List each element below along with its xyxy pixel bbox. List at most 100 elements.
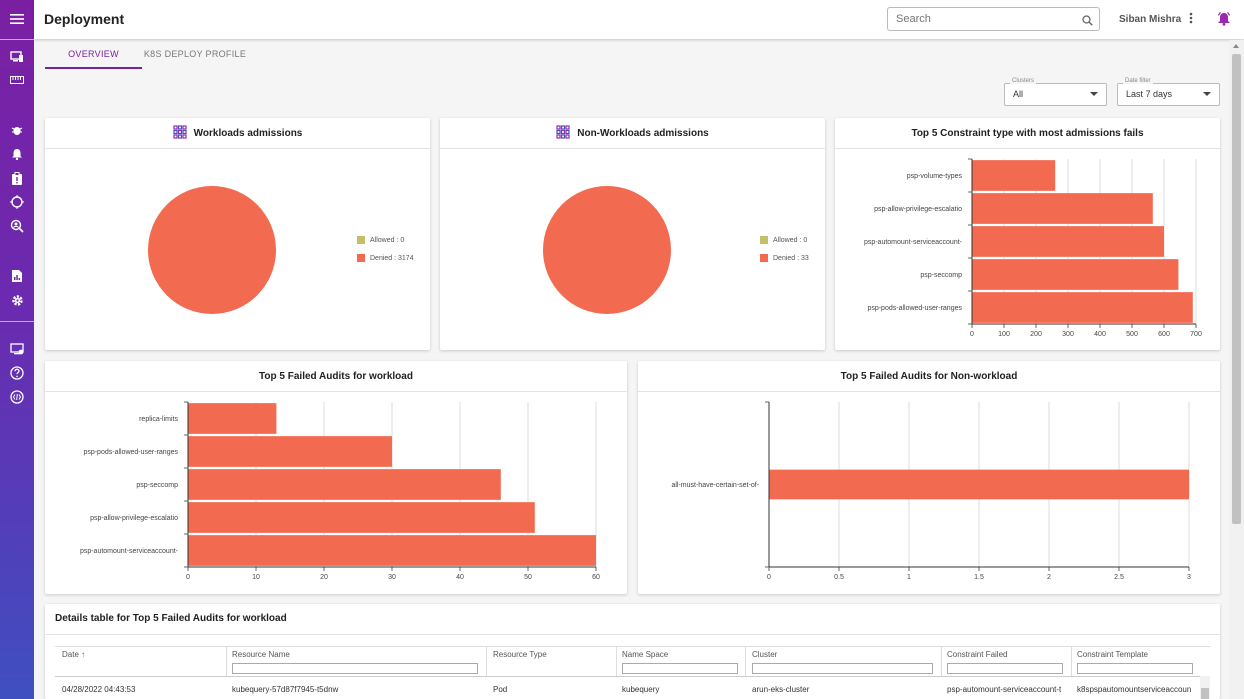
- ruler-icon[interactable]: [8, 71, 26, 89]
- gear-icon[interactable]: [8, 291, 26, 309]
- monitor-icon[interactable]: [8, 48, 26, 66]
- bar[interactable]: [188, 502, 535, 533]
- search-icon[interactable]: [1082, 13, 1093, 31]
- x-tick-label: 30: [388, 574, 396, 581]
- pie-slice-denied[interactable]: [543, 186, 671, 314]
- x-tick-label: 10: [252, 574, 260, 581]
- card-header: Top 5 Failed Audits for Non-workload: [638, 361, 1220, 392]
- user-name[interactable]: Siban Mishra: [1119, 14, 1182, 25]
- y-tick-label: psp-pods-allowed-user-ranges: [83, 449, 178, 456]
- diamond-icon[interactable]: [8, 193, 26, 211]
- x-tick-label: 0: [970, 331, 974, 338]
- y-tick-label: psp-pods-allowed-user-ranges: [867, 305, 962, 312]
- menu-icon[interactable]: [8, 10, 26, 28]
- search-input[interactable]: [888, 8, 1068, 30]
- x-tick-label: 1: [907, 574, 911, 581]
- bell-icon[interactable]: [8, 145, 26, 163]
- x-tick-label: 500: [1126, 331, 1138, 338]
- top-bar: Deployment Siban Mishra: [34, 0, 1244, 39]
- pie-legend: Allowed : 0 Denied : 33: [760, 231, 809, 267]
- tab-overview[interactable]: OVERVIEW: [45, 44, 142, 69]
- date-filter-label: Date filter: [1123, 78, 1153, 84]
- cell-date: 04/28/2022 04:43:53: [62, 685, 136, 694]
- tab-k8s-deploy-profile[interactable]: K8S DEPLOY PROFILE: [143, 49, 247, 59]
- bar[interactable]: [769, 469, 1189, 500]
- bar[interactable]: [972, 226, 1164, 257]
- cell-name-space: kubequery: [622, 685, 660, 694]
- clipboard-icon[interactable]: [8, 169, 26, 187]
- help-icon[interactable]: [8, 364, 26, 382]
- bar[interactable]: [972, 193, 1153, 224]
- notification-bell-icon[interactable]: [1217, 11, 1231, 31]
- bar[interactable]: [188, 436, 392, 467]
- table-scrollbar[interactable]: [1200, 676, 1210, 699]
- date-filter-select[interactable]: Last 7 days: [1117, 83, 1220, 106]
- bar[interactable]: [972, 292, 1193, 323]
- clusters-select[interactable]: All: [1004, 83, 1107, 106]
- pie-slice-denied[interactable]: [148, 186, 276, 314]
- cell-resource-name: kubequery-57d87f7945-t5dnw: [232, 685, 339, 694]
- column-header-name-space[interactable]: Name Space: [622, 650, 669, 659]
- x-tick-label: 100: [998, 331, 1010, 338]
- scroll-thumb[interactable]: [1232, 54, 1241, 524]
- bar[interactable]: [188, 535, 596, 566]
- legend-swatch: [357, 236, 365, 244]
- x-tick-label: 0: [186, 574, 190, 581]
- display-settings-icon[interactable]: [8, 340, 26, 358]
- bar[interactable]: [972, 259, 1179, 290]
- sidebar: [0, 0, 34, 699]
- filter-constraint-failed-input[interactable]: [947, 663, 1063, 674]
- bar[interactable]: [188, 403, 277, 434]
- bar[interactable]: [188, 469, 501, 500]
- legend-label: Allowed : 0: [773, 236, 808, 244]
- x-tick-label: 600: [1158, 331, 1170, 338]
- scroll-up-icon[interactable]: [1233, 44, 1239, 48]
- filter-name-space-input[interactable]: [622, 663, 738, 674]
- page-scrollbar[interactable]: [1229, 40, 1244, 699]
- page-title: Deployment: [44, 11, 125, 27]
- pie-legend: Allowed : 0 Denied : 3174: [357, 231, 414, 267]
- x-tick-label: 50: [524, 574, 532, 581]
- clusters-label: Clusters: [1010, 78, 1037, 84]
- column-header-constraint-failed[interactable]: Constraint Failed: [947, 650, 1008, 659]
- legend-item-allowed[interactable]: Allowed : 0: [760, 231, 809, 249]
- cell-constraint-template: k8spspautomountserviceaccoun: [1077, 685, 1192, 694]
- y-tick-label: psp-volume-types: [907, 173, 963, 180]
- grid-chart-icon: [173, 124, 187, 142]
- filter-resource-name-input[interactable]: [232, 663, 478, 674]
- non-workloads-pie-chart: [543, 186, 671, 314]
- non-workloads-admissions-card: Non-Workloads admissions Allowed : 0 Den…: [440, 118, 825, 350]
- column-header-cluster[interactable]: Cluster: [752, 650, 778, 659]
- card-title: Workloads admissions: [193, 127, 303, 139]
- bug-icon[interactable]: [8, 121, 26, 139]
- code-icon[interactable]: [8, 388, 26, 406]
- workloads-admissions-card: Workloads admissions Allowed : 0 Denied …: [45, 118, 430, 350]
- report-icon[interactable]: [8, 266, 26, 284]
- column-header-resource-name[interactable]: Resource Name: [232, 650, 290, 659]
- y-tick-label: psp-seccomp: [920, 272, 962, 279]
- y-tick-label: all-must-have-certain-set-of-: [671, 482, 759, 489]
- x-tick-label: 700: [1190, 331, 1202, 338]
- search-person-icon[interactable]: [8, 217, 26, 235]
- constraint-bar-chart: 0 100 200 300 400 500 600 700 psp-volume-types ps…: [864, 158, 1202, 338]
- details-title: Details table for Top 5 Failed Audits fo…: [55, 613, 287, 624]
- y-tick-label: psp-seccomp: [136, 482, 178, 489]
- legend-item-denied[interactable]: Denied : 3174: [357, 249, 414, 267]
- filter-constraint-template-input[interactable]: [1077, 663, 1193, 674]
- failed-audits-workload-card: Top 5 Failed Audits for workload 0 10 20 30…: [45, 361, 627, 594]
- clusters-value: All: [1013, 89, 1024, 99]
- legend-item-denied[interactable]: Denied : 33: [760, 249, 809, 267]
- workload-audits-bar-chart: 0 10 20 30 40 50 60 replica-limits psp-pods-allo…: [80, 401, 600, 581]
- legend-item-allowed[interactable]: Allowed : 0: [357, 231, 414, 249]
- filter-cluster-input[interactable]: [752, 663, 933, 674]
- search-box[interactable]: [887, 7, 1100, 31]
- card-header: Workloads admissions: [45, 118, 430, 149]
- column-header-constraint-template[interactable]: Constraint Template: [1077, 650, 1148, 659]
- x-tick-label: 200: [1030, 331, 1042, 338]
- card-title: Top 5 Constraint type with most admissio…: [911, 127, 1144, 139]
- column-header-resource-type[interactable]: Resource Type: [493, 650, 547, 659]
- more-vert-icon[interactable]: [1189, 12, 1193, 27]
- top-constraint-card: Top 5 Constraint type with most admissio…: [835, 118, 1220, 350]
- column-header-date[interactable]: Date ↑: [62, 650, 85, 659]
- bar[interactable]: [972, 160, 1056, 191]
